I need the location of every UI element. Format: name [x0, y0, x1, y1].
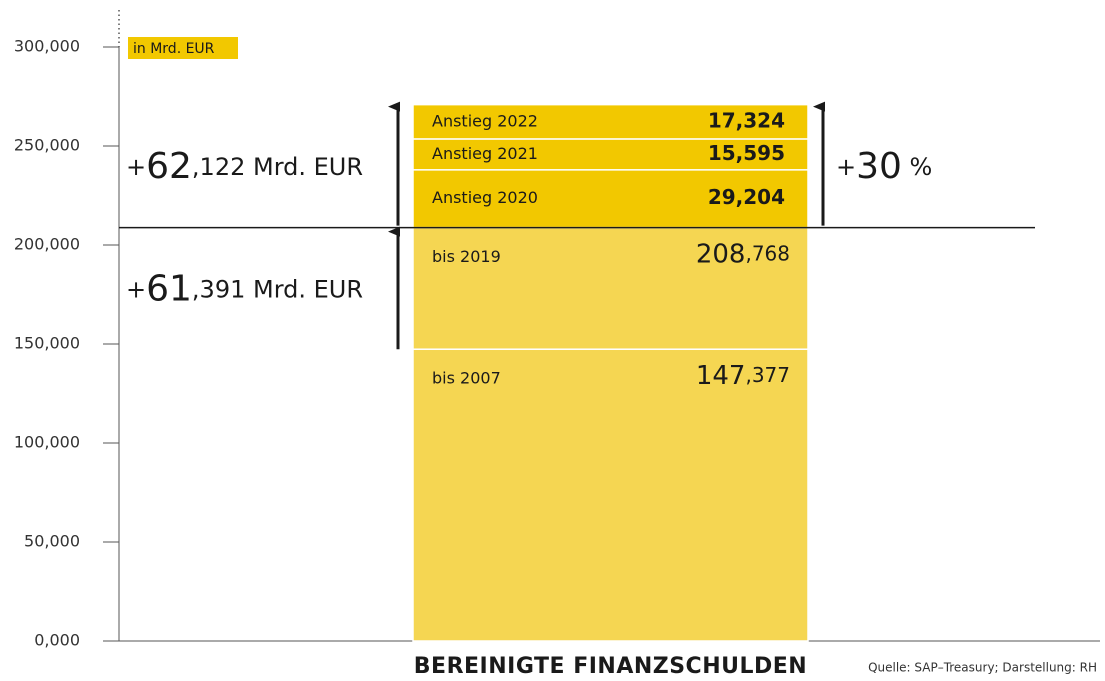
segment-label: Anstieg 2022 [432, 111, 538, 130]
reference-label: 208,768 [696, 239, 790, 269]
bar-segment [412, 226, 809, 350]
text-part: ,768 [745, 241, 790, 265]
text-part: + [126, 275, 146, 303]
unit-label: in Mrd. EUR [133, 41, 215, 57]
bar-segment [412, 103, 809, 140]
text-part: 62 [146, 146, 192, 187]
text-part: % [902, 153, 932, 181]
text-part: ,391 Mrd. EUR [192, 275, 363, 303]
bar-segment [412, 138, 809, 171]
segment-label: Anstieg 2020 [432, 188, 538, 207]
text-part: + [126, 153, 146, 181]
segment-label: Anstieg 2021 [432, 144, 538, 163]
value-label: 147,377 [696, 361, 790, 391]
text-part: 30 [856, 146, 902, 187]
text-part: + [836, 153, 856, 181]
text-part: 147 [696, 361, 746, 391]
y-tick-label: 300,000 [14, 37, 80, 56]
annotation: +30 % [836, 146, 932, 187]
y-tick-label: 250,000 [14, 136, 80, 155]
text-part: ,122 Mrd. EUR [192, 153, 363, 181]
segment-label: bis 2007 [432, 369, 501, 388]
unit-label-bg [128, 37, 238, 59]
annotation: +62,122 Mrd. EUR [126, 146, 363, 187]
source: Quelle: SAP–Treasury; Darstellung: RH [868, 661, 1097, 675]
annotation: +61,391 Mrd. EUR [126, 268, 363, 309]
text-part: ,377 [745, 363, 790, 387]
x-tick-label: BEREINIGTE FINANZSCHULDEN [414, 654, 807, 679]
y-tick-label: 50,000 [24, 532, 80, 551]
bar-segment [412, 169, 809, 229]
y-tick-label: 200,000 [14, 235, 80, 254]
y-tick-label: 0,000 [34, 631, 80, 650]
segment-label: bis 2019 [432, 247, 501, 266]
y-tick-label: 150,000 [14, 334, 80, 353]
text-part: 208 [696, 239, 746, 269]
value-label: 29,204 [708, 185, 785, 209]
value-label: 17,324 [708, 108, 785, 132]
value-label: 15,595 [708, 141, 785, 165]
text-part: 61 [146, 268, 192, 309]
bar-segment [412, 348, 809, 642]
y-tick-label: 100,000 [14, 433, 80, 452]
